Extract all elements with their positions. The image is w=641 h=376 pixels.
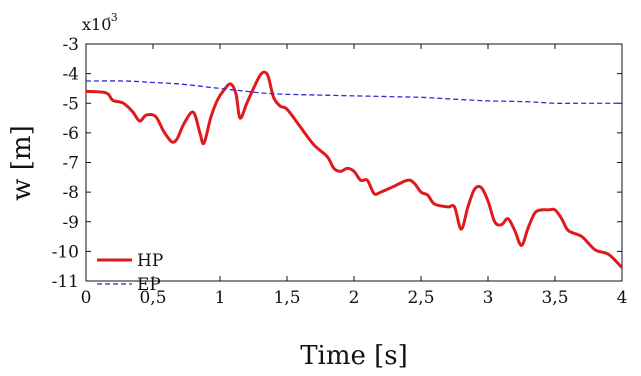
y-scale-base: x10 <box>82 15 111 34</box>
y-tick-label: -7 <box>62 154 79 174</box>
y-tick-label: -6 <box>62 124 79 144</box>
legend-label-hp: HP <box>137 251 163 271</box>
x-tick-label: 0 <box>81 288 92 308</box>
x-tick-label: 4 <box>617 288 628 308</box>
legend: HP EP <box>97 251 163 295</box>
plot-area <box>85 43 623 282</box>
x-axis-label: Time [s] <box>300 341 408 371</box>
x-tick-label: 1,5 <box>273 288 300 308</box>
y-tick-label: -8 <box>62 183 79 203</box>
y-tick-label: -9 <box>62 213 79 233</box>
y-tick-label: -4 <box>62 65 79 85</box>
x-tick-label: 3,5 <box>541 288 568 308</box>
y-tick-label: -10 <box>52 242 79 262</box>
y-tick-label: -5 <box>62 94 79 114</box>
y-scale-exponent: -3 <box>107 11 118 24</box>
x-tick-label: 2 <box>349 288 360 308</box>
series-line-ep <box>85 80 622 105</box>
series-layer <box>85 70 624 269</box>
x-tick-label: 0,5 <box>139 288 166 308</box>
x-tick-label: 3 <box>483 288 494 308</box>
y-axis-label: w [m] <box>7 125 37 200</box>
ticks-group: 0 0,5 1 1,5 2 2,5 3 3,5 4 -3 -4 -5 -6 -7 -8 -9 -10 -11 <box>52 35 628 308</box>
x-tick-label: 1 <box>215 288 226 308</box>
y-tick-label: -11 <box>52 272 79 292</box>
x-tick-label: 2,5 <box>407 288 434 308</box>
y-scale-note: x10 -3 <box>82 11 118 34</box>
y-tick-label: -3 <box>62 35 79 55</box>
legend-label-ep: EP <box>137 275 161 295</box>
series-line-hp <box>85 70 624 269</box>
